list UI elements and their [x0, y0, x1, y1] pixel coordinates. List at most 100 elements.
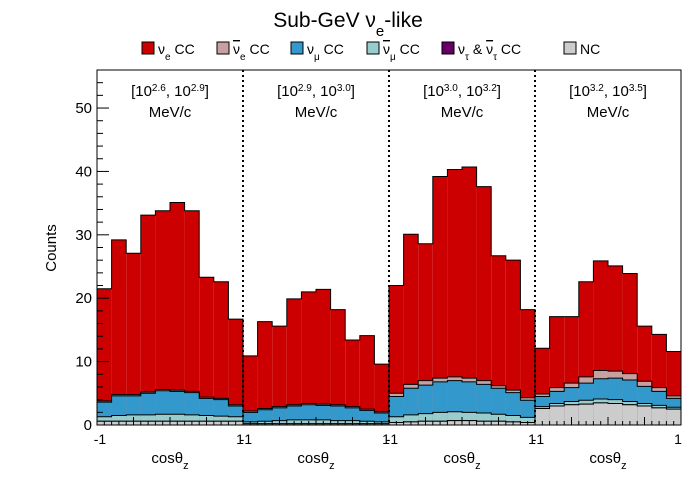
panel-2: [103.0, 103.2] MeV/c -1 1 cosθz — [386, 83, 536, 473]
bar-nc-panel3-bin1 — [549, 405, 565, 425]
legend-label-nuebar_cc-part-2: CC — [246, 41, 270, 57]
chart-title-part-1: ν — [365, 9, 376, 32]
panel-3-xlabel-part-0: cosθ — [589, 450, 621, 467]
legend-label-nue_cc-part-2: CC — [171, 41, 195, 57]
bar-nue_cc-panel0-bin1 — [111, 239, 127, 425]
panel-0-xlabel-part-1: z — [183, 460, 189, 472]
panel-3-range-part-1: 3.2 — [590, 83, 604, 94]
panel-3-xtick-right: 1 — [674, 431, 682, 447]
panel-2-xlabel-part-1: z — [475, 460, 481, 472]
bar-nue_cc-panel1-bin8 — [359, 335, 375, 425]
bar-nue_cc-panel2-bin8 — [505, 260, 521, 425]
outline-nc-panel3 — [534, 402, 682, 425]
ytick-label-0: 0 — [84, 417, 92, 434]
panel-3: [103.2, 103.5] MeV/c -1 1 cosθz — [532, 83, 682, 473]
panel-1: [102.9, 103.0] MeV/c -1 1 cosθz — [240, 83, 390, 473]
bar-numubar_cc-panel2-bin1 — [403, 414, 419, 425]
outline-nue_cc-panel3 — [534, 260, 682, 425]
ytick-label-40: 40 — [75, 163, 92, 180]
outline-nuebar_cc-panel3 — [534, 369, 682, 425]
bar-nue_cc-panel2-bin7 — [491, 255, 506, 425]
panel-1-xlabel-part-1: z — [329, 460, 335, 472]
legend-label-nutau_cc: ντ & ντ CC — [458, 41, 521, 63]
outline-numu_cc-panel1 — [242, 404, 390, 425]
panel-0-range-part-3: 2.9 — [191, 83, 205, 94]
legend-swatch-numubar_cc — [366, 41, 380, 55]
panel-2-range-part-2: , 10 — [458, 83, 483, 100]
legend-label-nutau_cc-part-1: τ — [465, 52, 469, 63]
chart-title-part-2: e — [376, 23, 384, 40]
bar-nc-panel3-bin9 — [666, 409, 681, 425]
bar-nue_cc-panel2-bin1 — [403, 234, 419, 425]
legend-label-nc-part-0: NC — [580, 41, 600, 57]
outline-nue_cc-panel2 — [388, 166, 536, 425]
panel-0-xtick-right: 1 — [236, 431, 244, 447]
bar-nue_cc-panel1-bin0 — [243, 355, 258, 425]
bar-numubar_cc-panel0-bin5 — [170, 414, 185, 425]
bar-numubar_cc-panel0-bin4 — [155, 414, 170, 425]
legend-label-numu_cc-part-2: CC — [320, 41, 344, 57]
legend-label-nue_cc-part-0: ν — [158, 41, 165, 57]
legend-label-nuebar_cc-part-0: ν — [233, 41, 240, 57]
bar-nc-panel3-bin6 — [622, 404, 638, 425]
legend-item-nue_cc: νe CC — [141, 41, 195, 63]
outline-nue_cc-panel1 — [242, 288, 390, 425]
panel-1-range-label: [102.9, 103.0] — [277, 83, 355, 101]
panel-1-range-part-3: 3.0 — [337, 83, 351, 94]
bar-nc-panel3-bin4 — [593, 402, 608, 425]
legend-swatch-nue_cc — [141, 41, 155, 55]
panel-0-xlabel-part-0: cosθ — [151, 450, 183, 467]
panel-1-range-part-4: ] — [351, 83, 355, 100]
bar-nc-panel3-bin0 — [535, 408, 550, 425]
bar-nue_cc-panel1-bin9 — [374, 364, 389, 425]
bar-nue_cc-panel2-bin5 — [462, 166, 477, 425]
legend-swatch-nuebar_cc — [216, 41, 230, 55]
panel-0-range-label: [102.6, 102.9] — [131, 83, 209, 101]
panel-2-xtick-left: -1 — [386, 431, 399, 447]
outline-numubar_cc-panel0 — [96, 413, 244, 425]
panel-1-range-part-0: [10 — [277, 83, 298, 100]
panel-1-xtick-left: -1 — [240, 431, 253, 447]
panel-0-range-part-2: , 10 — [166, 83, 191, 100]
outline-nue_cc-panel0 — [96, 201, 244, 425]
bar-nue_cc-panel1-bin2 — [272, 326, 287, 425]
ytick-label-20: 20 — [75, 290, 92, 307]
panel-0-range-part-0: [10 — [131, 83, 152, 100]
legend-swatch-nc — [563, 41, 577, 55]
bar-nue_cc-panel2-bin4 — [447, 169, 462, 425]
bar-nue_cc-panel1-bin3 — [286, 298, 302, 425]
legend-label-nutau_cc-part-4: τ — [493, 52, 497, 63]
legend-label-numu_cc: νμ CC — [307, 41, 344, 63]
legend-item-nc: NC — [563, 41, 600, 57]
outline-numubar_cc-panel3 — [534, 398, 682, 425]
bar-nue_cc-panel0-bin8 — [213, 281, 229, 425]
legend-item-numubar_cc: νμ CC — [366, 41, 420, 63]
panel-1-unit-label: MeV/c — [295, 104, 338, 121]
bar-numubar_cc-panel2-bin8 — [505, 415, 521, 425]
ytick-label-30: 30 — [75, 227, 92, 244]
legend-label-numu_cc-part-1: μ — [314, 52, 320, 63]
panel-3-range-part-4: ] — [643, 83, 647, 100]
ytick-label-10: 10 — [75, 354, 92, 371]
outline-numubar_cc-panel2 — [388, 411, 536, 425]
panel-2-xlabel: cosθz — [443, 450, 480, 472]
legend-label-nutau_cc-part-0: ν — [458, 41, 465, 57]
panel-1-range-part-1: 2.9 — [298, 83, 312, 94]
bar-nc-panel3-bin3 — [578, 404, 594, 425]
bar-nue_cc-panel2-bin9 — [520, 309, 535, 425]
y-axis-label: Counts — [43, 224, 60, 272]
legend-label-nutau_cc-part-3: ν — [486, 41, 493, 57]
outline-nuebar_cc-panel1 — [242, 402, 390, 425]
outline-nuebar_cc-panel0 — [96, 389, 244, 425]
panel-2-range-part-0: [10 — [423, 83, 444, 100]
bar-nue_cc-panel0-bin7 — [199, 277, 214, 425]
legend-swatch-nutau_cc — [441, 41, 455, 55]
panel-3-range-part-0: [10 — [569, 83, 590, 100]
bar-numubar_cc-panel2-bin0 — [389, 416, 404, 425]
legend-label-numubar_cc-part-2: CC — [396, 41, 420, 57]
panel-1-xtick-right: 1 — [382, 431, 390, 447]
bar-numubar_cc-panel0-bin6 — [184, 414, 200, 425]
bar-numubar_cc-panel0-bin8 — [213, 416, 229, 425]
bar-nue_cc-panel0-bin4 — [155, 210, 170, 425]
